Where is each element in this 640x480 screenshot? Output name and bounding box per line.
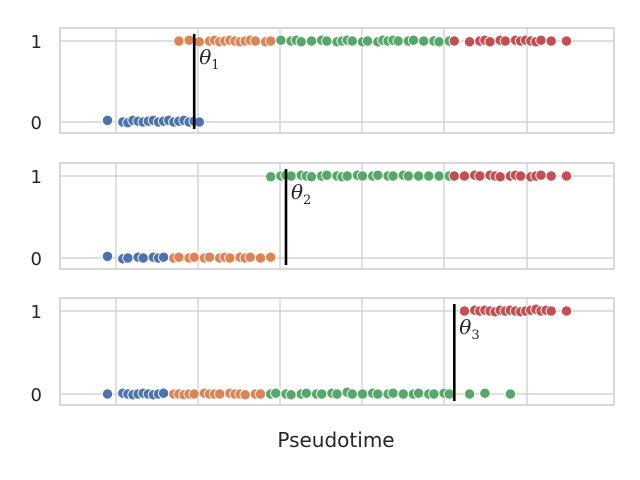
data-point [295, 36, 307, 48]
data-point [428, 388, 440, 400]
data-point [479, 387, 491, 399]
data-point [173, 35, 185, 47]
y-tick-label: 1 [31, 302, 42, 323]
data-point [331, 388, 343, 400]
data-point [101, 388, 114, 400]
data-point [265, 171, 277, 183]
data-point [193, 116, 205, 128]
data-point [183, 34, 195, 46]
data-point [356, 170, 369, 182]
y-tick-label: 0 [31, 113, 42, 134]
data-point [275, 34, 287, 46]
data-point [402, 170, 415, 182]
data-point [203, 251, 216, 263]
data-point [448, 35, 460, 47]
data-point [545, 35, 557, 47]
data-point [418, 35, 430, 47]
data-point [412, 387, 425, 399]
data-point [346, 388, 358, 400]
data-point [188, 388, 200, 400]
data-point [423, 170, 435, 182]
data-point [392, 35, 404, 47]
data-point [407, 34, 420, 46]
data-point [254, 252, 267, 264]
data-point [305, 35, 318, 47]
data-point [321, 169, 333, 181]
data-point [474, 170, 486, 182]
data-point [448, 170, 460, 182]
data-point [224, 252, 236, 264]
data-point [545, 170, 557, 182]
data-point [560, 170, 573, 182]
data-point [239, 389, 251, 401]
y-tick-label: 0 [31, 385, 42, 406]
data-point [188, 251, 200, 263]
data-point [397, 388, 409, 400]
data-point [101, 250, 114, 263]
data-point [387, 387, 399, 399]
y-tick-label: 0 [31, 249, 42, 270]
data-point [504, 388, 517, 400]
data-point [535, 169, 547, 181]
data-point [265, 251, 277, 263]
threshold-subscript: 3 [471, 328, 479, 343]
data-point [463, 388, 476, 400]
data-point [137, 252, 149, 264]
data-point [458, 170, 471, 182]
data-point [270, 387, 282, 399]
data-point [157, 387, 170, 399]
data-point [244, 251, 256, 263]
data-point [372, 169, 384, 181]
data-point [356, 388, 369, 400]
data-point [346, 35, 358, 47]
threshold-subscript: 1 [211, 58, 219, 73]
x-axis-label: Pseudotime [277, 428, 394, 452]
data-point [173, 251, 185, 263]
data-point [387, 170, 399, 182]
data-point [157, 251, 170, 263]
data-point [560, 35, 573, 47]
data-point [514, 170, 527, 182]
threshold-subscript: 2 [303, 193, 311, 208]
data-point [341, 170, 353, 182]
data-point [484, 36, 496, 48]
data-point [463, 36, 476, 48]
data-point [412, 170, 425, 182]
data-point [372, 388, 384, 400]
data-point [433, 170, 445, 182]
data-point [265, 35, 277, 47]
data-point [499, 35, 511, 47]
data-point [316, 388, 328, 400]
data-point [321, 35, 333, 47]
data-point [122, 252, 134, 264]
y-tick-label: 1 [31, 167, 42, 188]
data-point [214, 388, 226, 400]
data-point [254, 388, 267, 400]
data-point [535, 34, 547, 46]
data-point [285, 389, 297, 401]
data-point [305, 171, 318, 183]
data-point [494, 171, 506, 183]
data-point [300, 387, 313, 399]
y-tick-label: 1 [31, 32, 42, 53]
data-point [545, 305, 557, 317]
data-point [361, 35, 374, 47]
data-point [560, 305, 573, 317]
data-point [443, 388, 455, 400]
data-point [433, 36, 445, 48]
data-point [249, 35, 262, 47]
data-point [101, 114, 114, 127]
